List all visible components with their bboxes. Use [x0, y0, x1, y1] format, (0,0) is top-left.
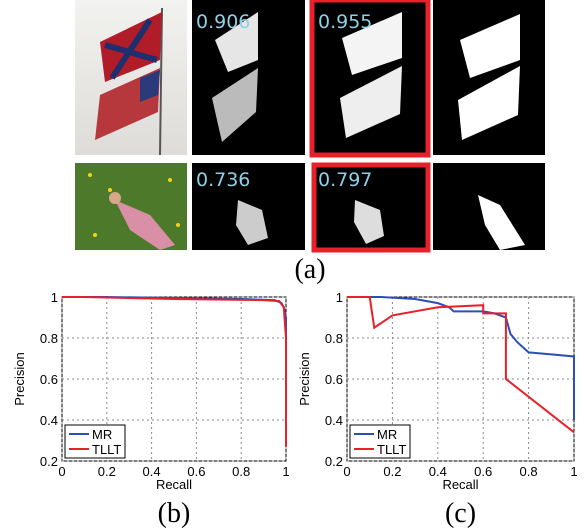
caption: (b): [158, 498, 191, 529]
x-tick-label: 0.4: [143, 464, 161, 479]
legend-label: MR: [377, 427, 397, 442]
y-tick-label: 0.2: [40, 454, 58, 469]
caption: (c): [445, 498, 476, 529]
saliency-map: [192, 0, 305, 155]
x-tick-label: 0.8: [232, 464, 250, 479]
saliency-map: [192, 163, 305, 250]
x-axis-label: Recall: [442, 477, 478, 492]
y-axis-label: Precision: [12, 352, 27, 405]
x-tick-label: 0.8: [520, 464, 538, 479]
x-tick-label: 0.4: [429, 464, 447, 479]
y-tick-label: 0.6: [40, 372, 58, 387]
photo-girl: [75, 163, 187, 250]
x-tick-label: 0.2: [383, 464, 401, 479]
x-tick-label: 1: [570, 464, 577, 479]
y-tick-label: 0.8: [325, 331, 343, 346]
x-tick-label: 0: [343, 464, 350, 479]
legend-box: [64, 424, 126, 459]
x-tick-label: 0.6: [474, 464, 492, 479]
x-tick-label: 1: [282, 464, 289, 479]
y-tick-label: 0.4: [325, 413, 343, 428]
line: [347, 296, 575, 434]
legend-label: MR: [92, 427, 112, 442]
y-tick-label: 0.6: [325, 372, 343, 387]
caption: (a): [294, 254, 325, 285]
y-tick-label: 0.2: [325, 454, 343, 469]
legend-label: TLLT: [92, 442, 121, 457]
y-tick-label: 0.4: [40, 413, 58, 428]
x-tick-label: 0: [58, 464, 65, 479]
legend-label: TLLT: [377, 442, 406, 457]
x-tick-label: 0.2: [98, 464, 116, 479]
ground-truth: [433, 0, 545, 155]
y-tick-label: 1: [336, 290, 343, 305]
legend-box: [349, 424, 411, 459]
score: 0.797: [318, 169, 372, 191]
saliency-map: [354, 200, 384, 244]
x-axis-label: Recall: [156, 477, 192, 492]
y-tick-label: 0.8: [40, 331, 58, 346]
line: [62, 296, 287, 447]
saliency-map: [340, 12, 402, 138]
y-tick-label: 1: [51, 290, 58, 305]
saliency-map-highlight: [309, 0, 431, 158]
ground-truth: [433, 163, 545, 250]
score: 0.955: [318, 11, 372, 33]
score: 0.736: [196, 169, 250, 191]
x-tick-label: 0.6: [187, 464, 205, 479]
y-axis-label: Precision: [297, 352, 312, 405]
score: 0.906: [196, 11, 250, 33]
photo-flags: [75, 0, 187, 156]
